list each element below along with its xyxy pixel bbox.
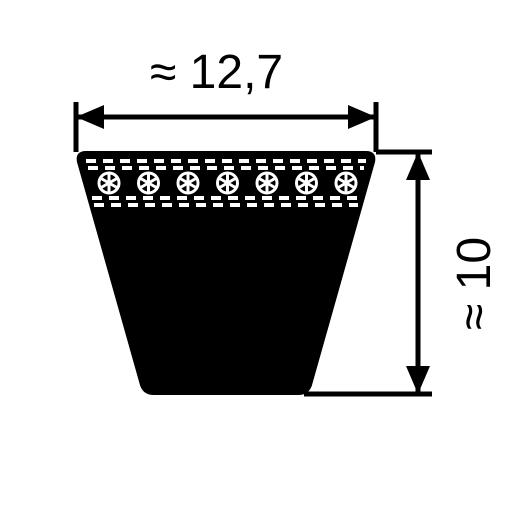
diagram-svg: ≈ 12,7	[0, 0, 512, 512]
height-arrow-bottom	[406, 366, 430, 394]
height-label: ≈ 10	[448, 237, 501, 330]
width-dimension	[76, 102, 376, 152]
width-label: ≈ 12,7	[150, 46, 283, 99]
belt-cross-section-diagram: ≈ 12,7	[0, 0, 512, 512]
height-arrow-top	[406, 152, 430, 180]
width-arrow-right	[348, 105, 376, 129]
width-arrow-left	[76, 105, 104, 129]
